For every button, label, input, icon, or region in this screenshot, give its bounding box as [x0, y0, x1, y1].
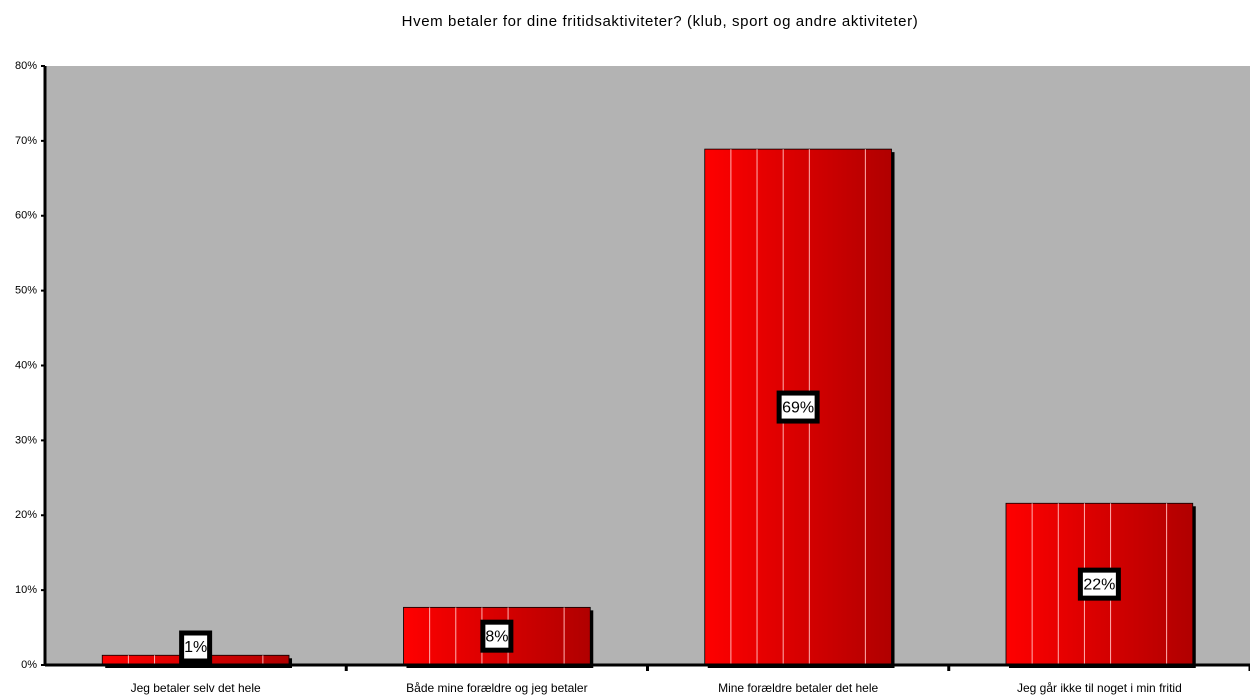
y-tick-label: 0% — [21, 659, 37, 671]
y-tick-label: 40% — [15, 359, 37, 371]
y-tick-label: 50% — [15, 285, 37, 297]
y-tick-label: 60% — [15, 210, 37, 222]
y-tick-label: 10% — [15, 584, 37, 596]
data-label-box — [480, 619, 514, 653]
x-tick-label: Jeg går ikke til noget i min fritid — [1017, 681, 1182, 695]
data-label: 1% — [184, 639, 207, 656]
data-label: 8% — [485, 628, 508, 645]
y-tick-label: 80% — [15, 60, 37, 72]
x-tick-label: Mine forældre betaler det hele — [718, 681, 878, 695]
data-label-box — [776, 390, 820, 424]
x-tick-label: Jeg betaler selv det hele — [131, 681, 261, 695]
data-label-box — [1077, 567, 1121, 601]
data-label-box — [179, 630, 213, 664]
data-label: 22% — [1083, 576, 1115, 593]
y-tick-label: 20% — [15, 509, 37, 521]
chart-title: Hvem betaler for dine fritidsaktiviteter… — [402, 13, 919, 30]
y-tick-label: 30% — [15, 434, 37, 446]
y-tick-label: 70% — [15, 135, 37, 147]
data-label: 69% — [782, 399, 814, 416]
x-tick-label: Både mine forældre og jeg betaler — [406, 681, 587, 695]
